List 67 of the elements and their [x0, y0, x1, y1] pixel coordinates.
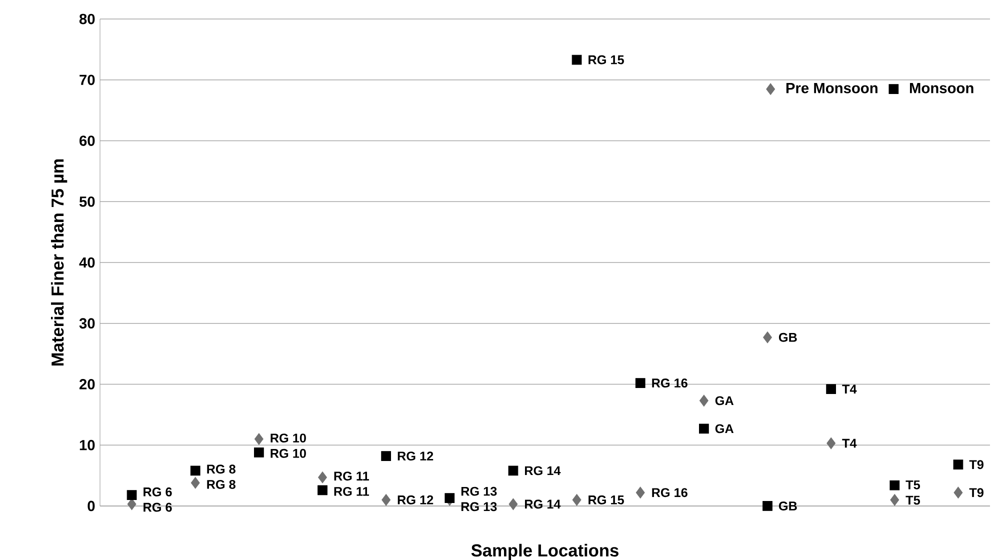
point — [254, 433, 264, 445]
data-label: RG 16 — [652, 378, 688, 388]
data-label: RG 10 — [270, 448, 306, 458]
data-label: RG 12 — [398, 495, 434, 504]
point — [382, 494, 391, 506]
data-label: T9 — [969, 488, 984, 498]
point — [762, 501, 772, 511]
data-label: RG 13 — [461, 486, 497, 496]
data-label: RG 15 — [588, 495, 624, 504]
point — [508, 466, 518, 476]
point — [444, 493, 455, 504]
point — [318, 485, 328, 496]
y-tick-label: 80 — [79, 14, 95, 24]
data-label: RG 8 — [207, 480, 236, 489]
y-tick-label: 20 — [79, 379, 95, 390]
data-label: T4 — [842, 384, 857, 394]
y-tick-label: 50 — [79, 196, 95, 207]
data-label: GA — [715, 424, 734, 434]
point — [318, 472, 327, 484]
data-label: GB — [778, 332, 797, 342]
y-tick-label: 30 — [79, 318, 95, 329]
point — [572, 54, 582, 65]
point — [954, 486, 963, 498]
point — [254, 447, 264, 458]
y-tick-label: 60 — [80, 136, 95, 146]
data-label: RG 10 — [270, 434, 306, 443]
data-label: RG 12 — [398, 452, 434, 461]
point — [763, 331, 772, 344]
data-label: RG 14 — [525, 466, 561, 476]
point — [826, 384, 836, 394]
y-tick-label: 0 — [88, 500, 95, 512]
data-label: RG 8 — [207, 464, 236, 474]
point — [126, 490, 137, 500]
y-tick-label: 70 — [80, 74, 95, 86]
data-label: RG 13 — [461, 502, 497, 512]
point — [508, 498, 518, 510]
point — [190, 466, 200, 476]
point — [698, 424, 709, 434]
data-label: RG 14 — [525, 500, 561, 509]
data-label: RG 15 — [588, 55, 624, 64]
point — [890, 494, 900, 506]
data-label: T9 — [969, 460, 984, 470]
data-label: T5 — [906, 480, 920, 490]
point — [635, 378, 646, 388]
data-label: RG 16 — [652, 488, 688, 498]
data-label: T5 — [906, 496, 920, 505]
data-label: RG 6 — [144, 487, 172, 496]
point — [826, 437, 836, 450]
data-label: RG 11 — [334, 472, 369, 481]
data-label: RG 6 — [144, 502, 172, 512]
legend-label: Monsoon — [910, 83, 974, 94]
point — [699, 394, 708, 407]
y-tick-label: 10 — [80, 440, 95, 450]
point — [636, 486, 645, 498]
data-label: GB — [778, 502, 797, 510]
data-label: T4 — [842, 438, 857, 448]
point — [890, 480, 900, 490]
point — [572, 494, 582, 506]
x-axis-title: Sample Locations — [471, 544, 618, 560]
point — [953, 460, 964, 470]
legend-label: Pre Monsoon — [786, 83, 878, 94]
point — [190, 476, 200, 489]
y-tick-label: 40 — [79, 257, 95, 268]
data-label: GA — [715, 396, 734, 406]
point — [381, 451, 392, 462]
y-axis-title: Material Finer than 75 µm — [50, 159, 68, 366]
data-label: RG 11 — [334, 486, 369, 496]
